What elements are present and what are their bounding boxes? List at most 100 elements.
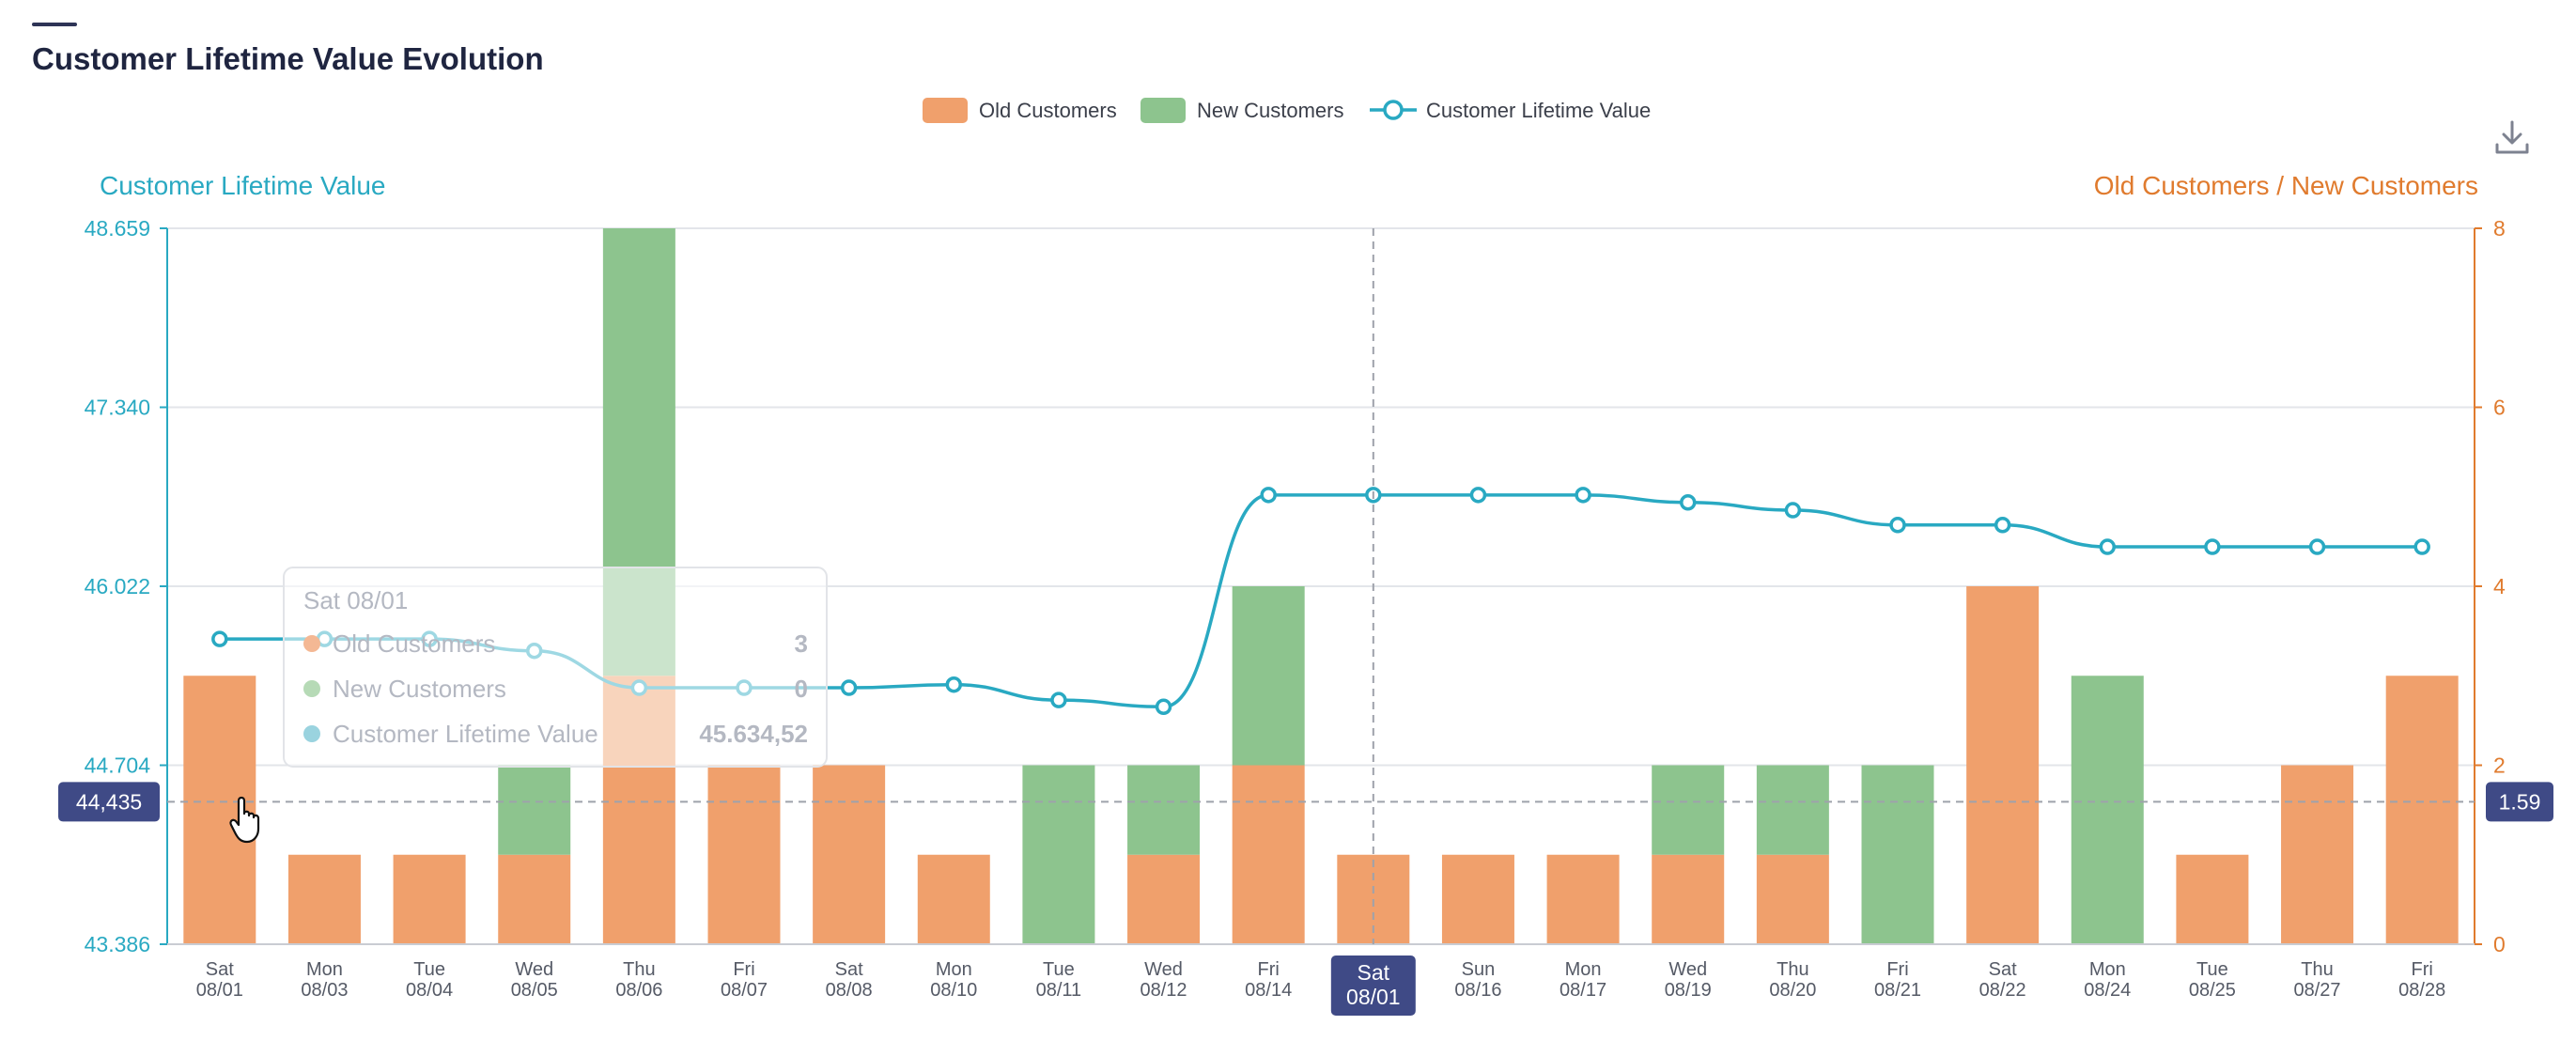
- bar-old-customers: [1546, 854, 1620, 944]
- clv-point[interactable]: [211, 630, 228, 647]
- x-tick-label-date: 08/27: [2294, 980, 2341, 1001]
- bar-new-customers: [1861, 765, 1934, 944]
- clv-point[interactable]: [2099, 538, 2117, 555]
- x-tick-label-day: Wed: [515, 959, 553, 980]
- y-right-tick-label: 2: [2493, 754, 2506, 778]
- tooltip-row-label: New Customers: [333, 675, 506, 703]
- bar-old-customers: [498, 854, 571, 944]
- x-tick-label-date: 08/03: [301, 980, 348, 1001]
- bar-old-customers: [2281, 765, 2354, 944]
- y-left-tick-label: 47.340: [85, 396, 150, 420]
- x-tick-label-date: 08/04: [406, 980, 453, 1001]
- crosshair-right-badge: [2486, 782, 2553, 822]
- x-tick-label-day: Thu: [623, 959, 655, 980]
- tooltip-title: Sat 08/01: [303, 586, 408, 614]
- x-tick-label-date: 08/14: [1245, 980, 1292, 1001]
- x-tick-label-date: 08/08: [826, 980, 873, 1001]
- x-tick-label-day: Thu: [2301, 959, 2333, 980]
- y-right-tick-label: 0: [2493, 932, 2506, 956]
- x-tick-label-day: Wed: [1668, 959, 1707, 980]
- clv-point[interactable]: [1575, 487, 1591, 504]
- y-left-tick-label: 48.659: [85, 216, 150, 241]
- axes: 48.659 8 47.340 6 46.022 4 44.704 2 43.386 0 Custo…: [85, 171, 2506, 956]
- tooltip-row-value: 0: [795, 675, 808, 703]
- y-right-tick-label: 4: [2493, 574, 2506, 598]
- x-tick-label-day: Fri: [1258, 959, 1280, 980]
- x-tick-label-date: 08/05: [511, 980, 558, 1001]
- clv-point[interactable]: [2308, 538, 2326, 555]
- clv-point[interactable]: [1469, 487, 1487, 504]
- bar-new-customers: [1232, 586, 1305, 766]
- x-tick-label-date: 08/07: [721, 980, 768, 1001]
- bar-old-customers: [2385, 676, 2459, 944]
- legend-label-new-customers[interactable]: New Customers: [1197, 99, 1343, 122]
- clv-point[interactable]: [2204, 538, 2221, 555]
- x-tick-label-day: Fri: [1886, 959, 1908, 980]
- title-accent-bar: [32, 23, 77, 26]
- clv-point[interactable]: [1889, 517, 1906, 534]
- clv-point[interactable]: [1050, 691, 1067, 708]
- tooltip-row-value: 3: [795, 629, 808, 658]
- legend-label-clv[interactable]: Customer Lifetime Value: [1426, 99, 1651, 122]
- y-left-tick-label: 43.386: [85, 932, 150, 956]
- x-tick-label-date: 08/20: [1769, 980, 1816, 1001]
- clv-point[interactable]: [840, 679, 858, 696]
- x-tick-label-date: 08/21: [1874, 980, 1921, 1001]
- x-tick-label-date: 08/01: [1346, 985, 1401, 1009]
- clv-point[interactable]: [2413, 538, 2430, 555]
- x-tick-label-date: 08/22: [1979, 980, 2026, 1001]
- clv-point[interactable]: [945, 676, 963, 693]
- bar-old-customers: [813, 765, 886, 944]
- x-tick-label-day: Fri: [2412, 959, 2433, 980]
- x-tick-label-date: 08/11: [1036, 980, 1082, 1001]
- legend-swatch-old-customers[interactable]: [923, 98, 968, 123]
- crosshair-left-value: 44,435: [76, 789, 142, 814]
- clv-point[interactable]: [1260, 487, 1277, 504]
- y-right-tick-label: 8: [2493, 216, 2506, 241]
- x-tick-label-date: 08/24: [2084, 980, 2131, 1001]
- x-tick-label-date: 08/10: [930, 980, 977, 1001]
- x-tick-label-day: Sat: [206, 959, 234, 980]
- clv-point[interactable]: [1994, 517, 2011, 534]
- bar-old-customers: [1756, 854, 1829, 944]
- hand-cursor-shape: [229, 796, 260, 844]
- y-right-axis-title: Old Customers / New Customers: [2094, 171, 2478, 200]
- page-title: Customer Lifetime Value Evolution: [32, 41, 544, 76]
- clv-point[interactable]: [1784, 502, 1802, 519]
- legend-swatch-new-customers[interactable]: [1141, 98, 1186, 123]
- x-tick-label-date: 08/17: [1560, 980, 1606, 1001]
- bar-old-customers: [1652, 854, 1725, 944]
- bar-old-customers: [707, 765, 781, 944]
- legend: Old Customers New Customers Customer Lifet…: [923, 98, 1651, 123]
- bar-old-customers: [1966, 586, 2040, 944]
- tooltip-dot: [303, 680, 320, 697]
- clv-point[interactable]: [1679, 494, 1697, 511]
- x-tick-label-day: Tue: [413, 959, 445, 980]
- bar-new-customers: [2071, 676, 2144, 944]
- tooltip: Sat 08/01 Old Customers 3 New Customers 0 Cus…: [229, 567, 828, 844]
- bar-old-customers: [1441, 854, 1514, 944]
- x-tick-label-date: 08/16: [1454, 980, 1501, 1001]
- clv-point[interactable]: [1155, 698, 1172, 716]
- bar-old-customers: [287, 854, 361, 944]
- bar-new-customers: [498, 765, 571, 855]
- download-icon[interactable]: [2491, 117, 2533, 158]
- tooltip-row-label: Old Customers: [333, 629, 495, 658]
- bar-old-customers: [1127, 854, 1201, 944]
- bar-new-customers: [1022, 765, 1095, 944]
- crosshair-left-badge: [58, 782, 160, 822]
- legend-label-old-customers[interactable]: Old Customers: [979, 99, 1117, 122]
- tooltip-dot: [303, 725, 320, 742]
- x-tick-label-date: 08/12: [1141, 980, 1187, 1001]
- legend-swatch-clv-marker[interactable]: [1383, 100, 1404, 120]
- x-tick-label-day: Sat: [1358, 960, 1390, 985]
- tooltip-row-value: 45.634,52: [699, 720, 808, 748]
- x-tick-label-date: 08/25: [2189, 980, 2236, 1001]
- bar-old-customers: [917, 854, 990, 944]
- bar-old-customers: [2176, 854, 2249, 944]
- tooltip-box: [283, 567, 828, 768]
- x-tick-label-day: Sat: [1989, 959, 2017, 980]
- x-tick-label-day: Sat: [835, 959, 863, 980]
